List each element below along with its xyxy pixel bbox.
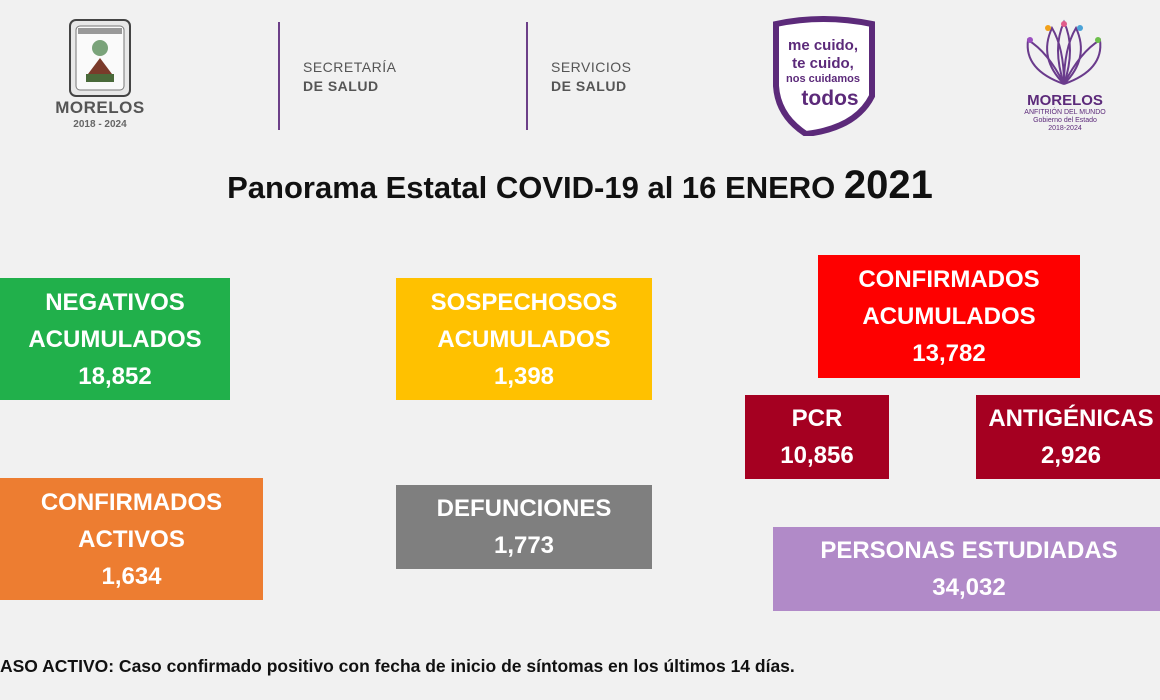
secretaria-salud-label: SECRETARÍA DE SALUD [303,58,396,96]
dept1-line1: SECRETARÍA [303,59,397,75]
brand-logo-sub: ANFITRIÓN DEL MUNDO Gobierno del Estado … [1010,109,1120,133]
box-label: ACUMULADOS [28,325,202,353]
box-label: ACUMULADOS [862,303,1036,330]
state-logo-name: MORELOS [55,98,145,117]
footnote-definition: ASO ACTIVO: Caso confirmado positivo con… [0,656,795,676]
box-label: ACTIVOS [78,525,185,553]
slogan-line2: te cuido, [792,55,854,72]
brand-logo-name: MORELOS [1027,92,1103,109]
slogan-line4: todos [801,87,858,110]
box-value: 18,852 [78,362,152,390]
header-divider [278,22,280,130]
lotus-brand-logo [1026,19,1102,85]
brand-sub2: Gobierno del Estado [1033,117,1097,124]
page-title: Panorama Estatal COVID-19 al 16 ENERO 20… [0,163,1160,208]
dept2-line2: DE SALUD [551,78,627,94]
brand-sub3: 2018-2024 [1048,125,1082,132]
negativos-acumulados-box: NEGATIVOS ACUMULADOS 18,852 [0,278,230,400]
box-value: 1,773 [493,532,555,559]
antigenicas-box: ANTIGÉNICAS 2,926 [976,395,1160,479]
dept2-line1: SERVICIOS [551,59,632,75]
header-divider [526,22,528,130]
box-value: 1,398 [493,362,555,390]
confirmados-acumulados-box: CONFIRMADOS ACUMULADOS 13,782 [818,255,1080,378]
box-value: 13,782 [912,340,986,367]
sospechosos-acumulados-box: SOSPECHOSOS ACUMULADOS 1,398 [396,278,652,400]
state-logo-years: 2018 - 2024 [73,119,127,130]
box-label: ANTIGÉNICAS [988,405,1154,432]
slogan-badge-logo: me cuido, te cuido, nos cuidamos todos [773,16,875,136]
box-value: 1,634 [101,562,162,590]
morelos-shield-logo [69,19,131,97]
box-label: NEGATIVOS [45,288,185,316]
box-label: CONFIRMADOS [858,266,1040,293]
title-main: Panorama Estatal COVID-19 al 16 ENERO [227,170,836,205]
box-label: SOSPECHOSOS [430,288,618,316]
box-label: PCR [791,405,843,432]
title-year: 2021 [843,163,933,207]
confirmados-activos-box: CONFIRMADOS ACTIVOS 1,634 [0,478,263,600]
slogan-line3: nos cuidamos [786,73,860,85]
defunciones-box: DEFUNCIONES 1,773 [396,485,652,569]
box-label: ACUMULADOS [437,325,611,353]
box-label: CONFIRMADOS [40,488,223,516]
servicios-salud-label: SERVICIOS DE SALUD [551,58,632,96]
dept1-line2: DE SALUD [303,78,379,94]
box-value: 2,926 [1040,442,1102,469]
personas-estudiadas-box: PERSONAS ESTUDIADAS 34,032 [773,527,1160,611]
box-label: DEFUNCIONES [436,495,612,522]
box-value: 10,856 [780,442,854,469]
box-value: 34,032 [932,574,1006,601]
slogan-line1: me cuido, [788,37,858,54]
pcr-box: PCR 10,856 [745,395,889,479]
box-label: PERSONAS ESTUDIADAS [820,537,1118,564]
brand-sub1: ANFITRIÓN DEL MUNDO [1024,109,1106,116]
